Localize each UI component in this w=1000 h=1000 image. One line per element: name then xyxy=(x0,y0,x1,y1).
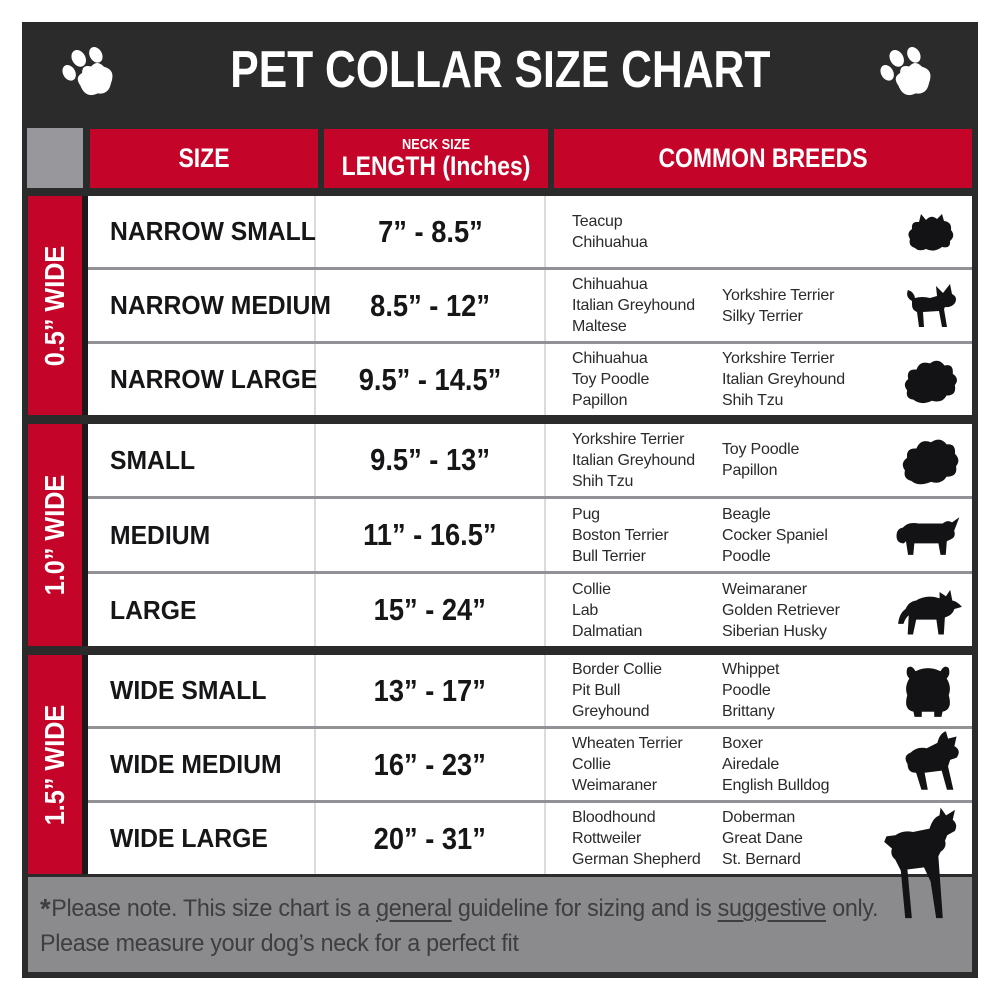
width-group-1_0: 1.0” WIDE SMALL 9.5” - 13” Yorkshire Ter… xyxy=(28,424,972,646)
breeds-list: Beagle Cocker Spaniel Poodle xyxy=(722,505,828,565)
neck-range: 9.5” - 13” xyxy=(370,442,490,477)
breeds-list: Yorkshire Terrier Italian Greyhound Shih… xyxy=(572,430,695,490)
breeds-list: Yorkshire Terrier Silky Terrier xyxy=(722,286,835,325)
footnote-line-2: Please measure your dog’s neck for a per… xyxy=(40,930,519,957)
size-label: SMALL xyxy=(110,444,196,475)
neck-range: 7” - 8.5” xyxy=(377,213,483,249)
paw-print-icon xyxy=(880,47,931,96)
width-group-0_5: 0.5” WIDE NARROW SMALL 7” - 8.5” Teacup … xyxy=(28,196,972,415)
yorkshire-terrier-icon xyxy=(906,212,956,252)
breeds-list: Boxer Airedale English Bulldog xyxy=(722,735,830,794)
neck-range: 13” - 17” xyxy=(373,672,487,708)
pet-collar-size-chart: PET COLLAR SIZE CHART SIZE NECK SIZE LEN… xyxy=(22,22,978,978)
breeds-list: Chihuahua Toy Poodle Papillon xyxy=(572,350,650,409)
chihuahua-icon xyxy=(904,283,958,329)
table-row: WIDE MEDIUM 16” - 23” Wheaten Terrier Co… xyxy=(88,726,972,800)
width-band-0_5: 0.5” WIDE xyxy=(28,196,82,415)
width-band-1_0: 1.0” WIDE xyxy=(28,424,82,646)
breeds-list: Yorkshire Terrier Italian Greyhound Shih… xyxy=(722,350,845,409)
underlined-word: suggestive xyxy=(717,895,827,922)
breeds-list: Collie Lab Dalmatian xyxy=(572,580,643,640)
neck-range: 9.5” - 14.5” xyxy=(358,361,502,397)
size-label: NARROW SMALL xyxy=(110,216,316,246)
pit-bull-icon xyxy=(898,723,964,799)
breeds-list: Teacup Chihuahua xyxy=(572,212,648,251)
size-label: NARROW LARGE xyxy=(110,364,318,394)
column-header-neck-size: NECK SIZE LENGTH (Inches) xyxy=(324,129,548,188)
table-row: NARROW SMALL 7” - 8.5” Teacup Chihuahua xyxy=(88,196,972,267)
neck-range: 16” - 23” xyxy=(373,746,487,782)
header-corner-block xyxy=(27,128,83,188)
neck-range: 11” - 16.5” xyxy=(363,517,497,552)
column-header-common-breeds: COMMON BREEDS xyxy=(554,129,972,188)
table-row: NARROW LARGE 9.5” - 14.5” Chihuahua Toy … xyxy=(88,341,972,415)
page-title: PET COLLAR SIZE CHART xyxy=(229,41,771,99)
footnote-line-1: *Please note. This size chart is a gener… xyxy=(40,893,879,924)
shih-tzu-icon xyxy=(902,356,960,404)
width-group-1_5: 1.5” WIDE WIDE SMALL 13” - 17” Border Co… xyxy=(28,655,972,919)
footnote: *Please note. This size chart is a gener… xyxy=(28,877,972,972)
size-label: WIDE LARGE xyxy=(110,823,268,853)
band-divider xyxy=(82,424,88,646)
table-row: WIDE SMALL 13” - 17” Border Collie Pit B… xyxy=(88,655,972,726)
table-row: MEDIUM 11” - 16.5” Pug Boston Terrier Bu… xyxy=(88,496,972,571)
size-label: WIDE MEDIUM xyxy=(110,749,282,779)
beagle-icon xyxy=(894,513,964,557)
band-divider xyxy=(82,196,88,415)
underlined-word: general xyxy=(376,895,452,922)
doberman-icon xyxy=(882,797,966,931)
bulldog-icon xyxy=(900,663,956,719)
size-label: MEDIUM xyxy=(110,519,211,550)
breeds-list: Wheaten Terrier Collie Weimaraner xyxy=(572,735,683,794)
band-divider xyxy=(82,655,88,874)
breeds-list: Weimaraner Golden Retriever Siberian Hus… xyxy=(722,580,840,640)
size-label: LARGE xyxy=(110,594,197,625)
table-row: NARROW MEDIUM 8.5” - 12” Chihuahua Itali… xyxy=(88,267,972,341)
table-row: LARGE 15” - 24” Collie Lab Dalmatian Wei… xyxy=(88,571,972,646)
paw-print-icon xyxy=(62,47,113,96)
table-row: WIDE LARGE 20” - 31” Bloodhound Rottweil… xyxy=(88,800,972,919)
neck-range: 15” - 24” xyxy=(373,592,487,627)
column-header-size: SIZE xyxy=(90,129,318,188)
table-row: SMALL 9.5” - 13” Yorkshire Terrier Itali… xyxy=(88,424,972,496)
breeds-list: Doberman Great Dane St. Bernard xyxy=(722,809,803,868)
title-bar: PET COLLAR SIZE CHART xyxy=(22,22,978,128)
neck-range: 8.5” - 12” xyxy=(370,287,490,323)
size-label: NARROW MEDIUM xyxy=(110,290,331,320)
width-band-1_5: 1.5” WIDE xyxy=(28,655,82,874)
breeds-list: Bloodhound Rottweiler German Shepherd xyxy=(572,809,701,868)
size-label: WIDE SMALL xyxy=(110,675,267,705)
shepherd-dog-icon xyxy=(896,583,964,637)
asterisk: * xyxy=(40,893,51,924)
breeds-list: Pug Boston Terrier Bull Terrier xyxy=(572,505,669,565)
breeds-list: Border Collie Pit Bull Greyhound xyxy=(572,661,662,720)
breeds-list: Chihuahua Italian Greyhound Maltese xyxy=(572,276,695,335)
breeds-list: Whippet Poodle Brittany xyxy=(722,661,780,720)
breeds-list: Toy Poodle Papillon xyxy=(722,441,800,479)
pekingese-icon xyxy=(900,435,962,485)
neck-range: 20” - 31” xyxy=(373,820,487,856)
